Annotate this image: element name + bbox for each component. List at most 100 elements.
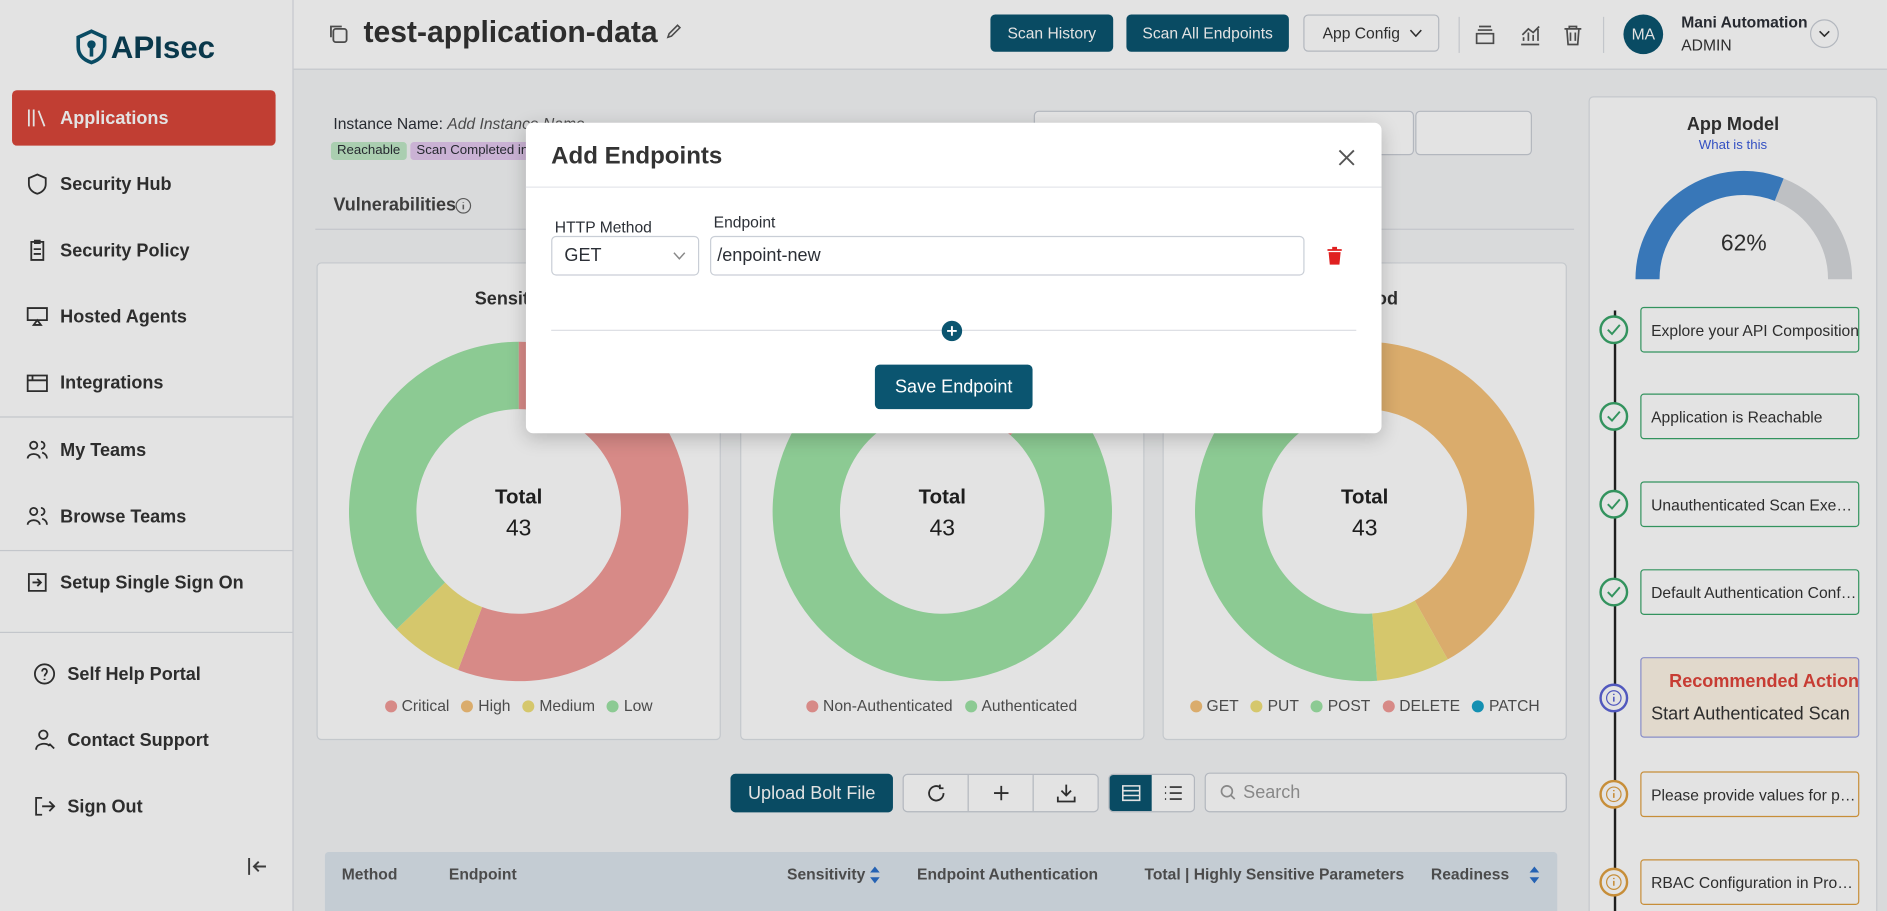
- recommended-action[interactable]: Recommended Action Start Authenticated Sc…: [1640, 657, 1860, 738]
- nav-label: Contact Support: [67, 729, 209, 751]
- add-button[interactable]: [969, 775, 1034, 812]
- step-status: [1599, 867, 1629, 897]
- nav-item[interactable]: Security Hub: [26, 170, 172, 199]
- nav-item[interactable]: Setup Single Sign On: [26, 568, 244, 597]
- method-select[interactable]: GET: [551, 235, 700, 276]
- donut-segment: [1372, 600, 1448, 681]
- icon-part: [1529, 866, 1540, 884]
- nav-icon: [35, 729, 55, 750]
- legend-label: High: [478, 696, 511, 715]
- step-text: Default Authentication Conf…: [1651, 583, 1857, 602]
- nav-item[interactable]: Self Help Portal: [34, 659, 201, 688]
- nav-item[interactable]: Sign Out: [34, 792, 143, 821]
- legend-label: DELETE: [1399, 696, 1461, 715]
- column-header[interactable]: Sensitivity: [787, 865, 866, 884]
- legend-swatch: [806, 700, 819, 713]
- nav-item[interactable]: Browse Teams: [26, 502, 186, 531]
- step-text: Unauthenticated Scan Exe…: [1651, 495, 1853, 514]
- copy-icon[interactable]: [327, 23, 349, 45]
- icon-part: [76, 29, 107, 65]
- download-button[interactable]: [1034, 775, 1098, 811]
- chevron: [673, 252, 686, 260]
- legend-swatch: [1472, 700, 1485, 713]
- step-text: Explore your API Composition: [1651, 320, 1859, 339]
- icon-part: [1338, 149, 1355, 166]
- legend-swatch: [522, 700, 535, 713]
- legend-item: High: [461, 697, 510, 715]
- delete-icon[interactable]: [1563, 24, 1582, 46]
- icon-part: [1564, 25, 1582, 46]
- scan-all-button[interactable]: Scan All Endpoints: [1126, 14, 1289, 52]
- icon-part: [26, 506, 48, 525]
- nav-icon: [34, 663, 56, 685]
- search-icon: [1220, 785, 1236, 800]
- upload-button[interactable]: Upload Bolt File: [730, 773, 893, 813]
- gauge-label: 62%: [1721, 229, 1767, 255]
- check-icon: [1607, 586, 1621, 598]
- refresh-button[interactable]: [904, 775, 969, 812]
- info-icon: [1605, 690, 1622, 706]
- recommended-text: Start Authenticated Scan: [1651, 703, 1850, 724]
- add-row-button[interactable]: [941, 320, 963, 342]
- step-status: [1599, 489, 1629, 519]
- column-header: Method: [341, 865, 398, 884]
- help-link[interactable]: What is this: [1698, 138, 1768, 153]
- icon-part: [30, 239, 45, 261]
- step-status: [1599, 315, 1629, 345]
- modal-divider: [525, 186, 1382, 188]
- icon-part: [1605, 786, 1622, 803]
- legend-swatch: [964, 700, 977, 713]
- edit-icon[interactable]: [666, 23, 683, 40]
- search-box[interactable]: Search: [1204, 772, 1567, 813]
- nav-item[interactable]: Security Policy: [26, 236, 190, 265]
- app-model-title: App Model: [1686, 114, 1780, 135]
- endpoint-input[interactable]: /enpoint-new: [710, 235, 1305, 276]
- icon-part: [1220, 785, 1234, 798]
- nav-icon: [35, 796, 56, 816]
- nav-item[interactable]: My Teams: [26, 436, 146, 465]
- nav-item[interactable]: Hosted Agents: [26, 302, 187, 331]
- user-menu[interactable]: [1809, 19, 1839, 49]
- step-card: Default Authentication Conf…: [1640, 569, 1860, 615]
- icon-part: [1607, 410, 1621, 423]
- instance-actions[interactable]: [1415, 110, 1532, 156]
- layers-icon[interactable]: [1475, 24, 1495, 46]
- legend-item: Low: [607, 697, 653, 715]
- close-button[interactable]: [1338, 149, 1355, 166]
- list-view[interactable]: [1152, 775, 1194, 811]
- nav-item[interactable]: Applications: [26, 103, 169, 132]
- legend-swatch: [607, 700, 620, 713]
- step-card: Please provide values for p…: [1640, 771, 1860, 818]
- table-view[interactable]: [1109, 775, 1152, 812]
- nav-item[interactable]: Integrations: [26, 368, 163, 397]
- user-role: ADMIN: [1681, 36, 1732, 55]
- modal-title: Add Endpoints: [551, 143, 723, 170]
- tab-vulnerabilities[interactable]: Vulnerabilities: [333, 194, 457, 216]
- endpoint-value: /enpoint-new: [717, 245, 821, 266]
- legend-item: Non-Authenticated: [806, 697, 953, 715]
- sort-icon[interactable]: [869, 865, 881, 884]
- icon-part: [673, 252, 686, 260]
- sort-icon[interactable]: [1528, 865, 1540, 884]
- nav-item[interactable]: Contact Support: [34, 726, 209, 755]
- icon-part: [35, 729, 55, 750]
- list-icon: [1164, 786, 1182, 800]
- legend-label: PUT: [1267, 696, 1299, 715]
- save-endpoint-button[interactable]: Save Endpoint: [874, 364, 1033, 410]
- info-icon: [1605, 786, 1622, 803]
- icon-part: [1605, 690, 1622, 706]
- button-label: App Config: [1322, 24, 1400, 43]
- icon-part: [927, 784, 944, 802]
- column-header[interactable]: Readiness: [1430, 865, 1510, 884]
- remove-row-button[interactable]: [1327, 246, 1342, 265]
- nav-label: My Teams: [60, 439, 147, 461]
- scan-history-button[interactable]: Scan History: [990, 14, 1114, 52]
- collapse-icon[interactable]: [247, 857, 269, 876]
- user-name: Mani Automation: [1681, 13, 1808, 32]
- app-config-button[interactable]: App Config: [1303, 14, 1440, 52]
- avatar[interactable]: MA: [1623, 14, 1664, 55]
- nav-active-bg[interactable]: [12, 90, 276, 146]
- nav-label: Self Help Portal: [67, 663, 201, 685]
- legend-item: PUT: [1250, 696, 1299, 715]
- chart-icon[interactable]: [1520, 24, 1540, 46]
